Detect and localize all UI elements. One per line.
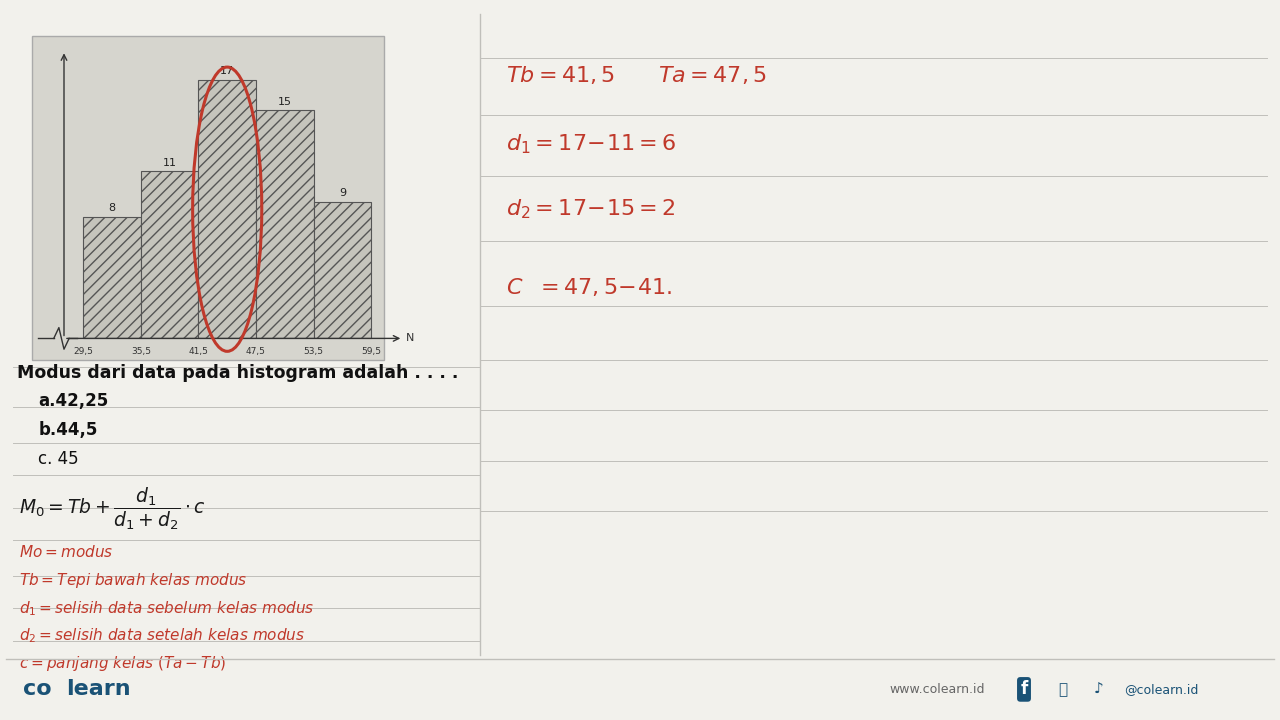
Text: $Mo = modus$: $Mo = modus$: [19, 544, 114, 559]
Bar: [314, 202, 371, 338]
Text: a.42,25: a.42,25: [38, 392, 109, 410]
Text: learn: learn: [67, 680, 131, 699]
Text: Modus dari data pada histogram adalah . . . .: Modus dari data pada histogram adalah . …: [17, 364, 458, 382]
Text: $Tb = Tepi\ bawah\ kelas\ modus$: $Tb = Tepi\ bawah\ kelas\ modus$: [19, 571, 248, 590]
Text: 53,5: 53,5: [303, 347, 324, 356]
Text: 47,5: 47,5: [246, 347, 266, 356]
Text: ⓘ: ⓘ: [1057, 682, 1068, 697]
FancyBboxPatch shape: [32, 36, 384, 360]
Text: c. 45: c. 45: [38, 450, 79, 468]
Text: $d_2 = selisih\ data\ setelah\ kelas\ modus$: $d_2 = selisih\ data\ setelah\ kelas\ mo…: [19, 626, 306, 645]
Text: $d_2 = 17\!-\!15 = 2$: $d_2 = 17\!-\!15 = 2$: [506, 197, 676, 220]
Text: 8: 8: [109, 203, 115, 213]
Bar: [198, 80, 256, 338]
Bar: [256, 110, 314, 338]
Text: 15: 15: [278, 96, 292, 107]
Text: 29,5: 29,5: [73, 347, 93, 356]
Text: @colearn.id: @colearn.id: [1124, 683, 1198, 696]
Text: ♪: ♪: [1093, 682, 1103, 697]
Text: $d_1 = 17\!-\!11 = 6$: $d_1 = 17\!-\!11 = 6$: [506, 132, 676, 156]
Text: $M_0 = Tb + \dfrac{d_1}{d_1 + d_2} \cdot c$: $M_0 = Tb + \dfrac{d_1}{d_1 + d_2} \cdot…: [19, 486, 206, 533]
Text: $d_1 = selisih\ data\ sebelum\ kelas\ modus$: $d_1 = selisih\ data\ sebelum\ kelas\ mo…: [19, 599, 315, 618]
Text: $Tb = 41,5 \quad\quad Ta = 47,5$: $Tb = 41,5 \quad\quad Ta = 47,5$: [506, 65, 767, 86]
Text: N: N: [406, 333, 415, 343]
Text: 11: 11: [163, 158, 177, 168]
Text: www.colearn.id: www.colearn.id: [890, 683, 986, 696]
Text: 59,5: 59,5: [361, 347, 381, 356]
Text: co: co: [23, 680, 51, 699]
Text: 35,5: 35,5: [131, 347, 151, 356]
Text: 9: 9: [339, 188, 346, 198]
Text: $c = panjang\ kelas\ (Ta - Tb)$: $c = panjang\ kelas\ (Ta - Tb)$: [19, 654, 227, 672]
Text: 41,5: 41,5: [188, 347, 209, 356]
Bar: [83, 217, 141, 338]
Text: b.44,5: b.44,5: [38, 421, 97, 439]
Bar: [141, 171, 198, 338]
Text: 17: 17: [220, 66, 234, 76]
Text: f: f: [1020, 680, 1028, 698]
Text: $C\ \ = 47,5\!-\!41.$: $C\ \ = 47,5\!-\!41.$: [506, 277, 672, 299]
